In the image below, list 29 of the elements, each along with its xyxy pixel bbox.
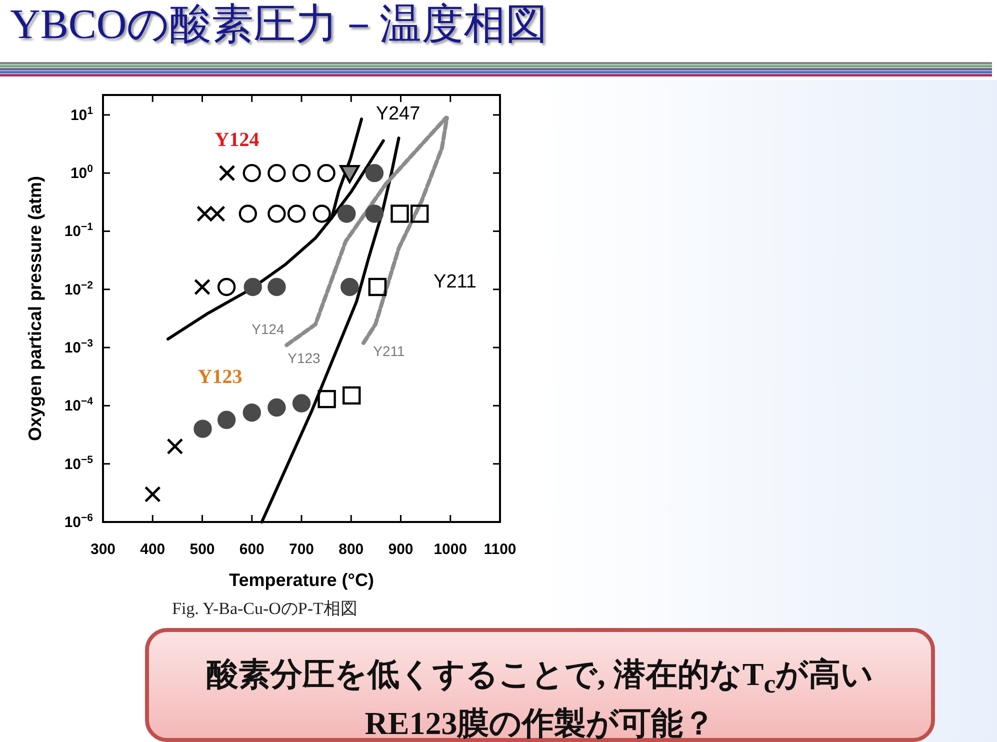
annotation: Y211 (373, 342, 406, 359)
x-tick-label: 700 (288, 541, 314, 558)
y-tick-label: 10$^{−6}$ (64, 512, 94, 531)
text: Fig. Y-Ba-Cu-OのP-T相図 (172, 599, 358, 618)
annotation: Y247 (376, 104, 420, 125)
y-tick-label: 10$^{−5}$ (64, 454, 94, 473)
y-tick-label: 10$^{−1}$ (64, 221, 94, 240)
annotation: Y123 (288, 350, 321, 366)
x-axis-title: Temperature (°C) (229, 570, 374, 590)
x-tick-label: 800 (338, 541, 364, 558)
y-tick-label: 10$^{−3}$ (64, 338, 94, 357)
x-tick-label: 600 (239, 541, 264, 558)
annotation: Y123 (198, 366, 242, 388)
x-tick-label: 400 (140, 541, 166, 558)
y-tick-label: 10$^{−4}$ (64, 396, 94, 415)
annotation: Y211 (434, 272, 476, 293)
x-tick-label: 500 (190, 541, 215, 558)
y-tick-label: 10$^{0}$ (70, 163, 94, 182)
x-tick-label: 900 (388, 541, 414, 558)
annotation: Y124 (252, 320, 285, 337)
chart-title: YBCOの酸素圧力－温度相図 (10, 2, 548, 48)
x-tick-label: 300 (90, 541, 116, 558)
annotation: Y124 (214, 129, 260, 151)
y-tick-label: 10$^{1}$ (70, 104, 94, 124)
y-axis-title: Oxygen partical pressure (atm) (25, 176, 45, 442)
x-tick-label: 1000 (434, 541, 468, 558)
text: 酸素分圧を低くすることで, 潜在的なT$_{c}$が高いRE123膜の作製が可能？ (206, 656, 874, 742)
y-tick-label: 10$^{−2}$ (64, 279, 94, 298)
x-tick-label: 1100 (484, 541, 516, 558)
